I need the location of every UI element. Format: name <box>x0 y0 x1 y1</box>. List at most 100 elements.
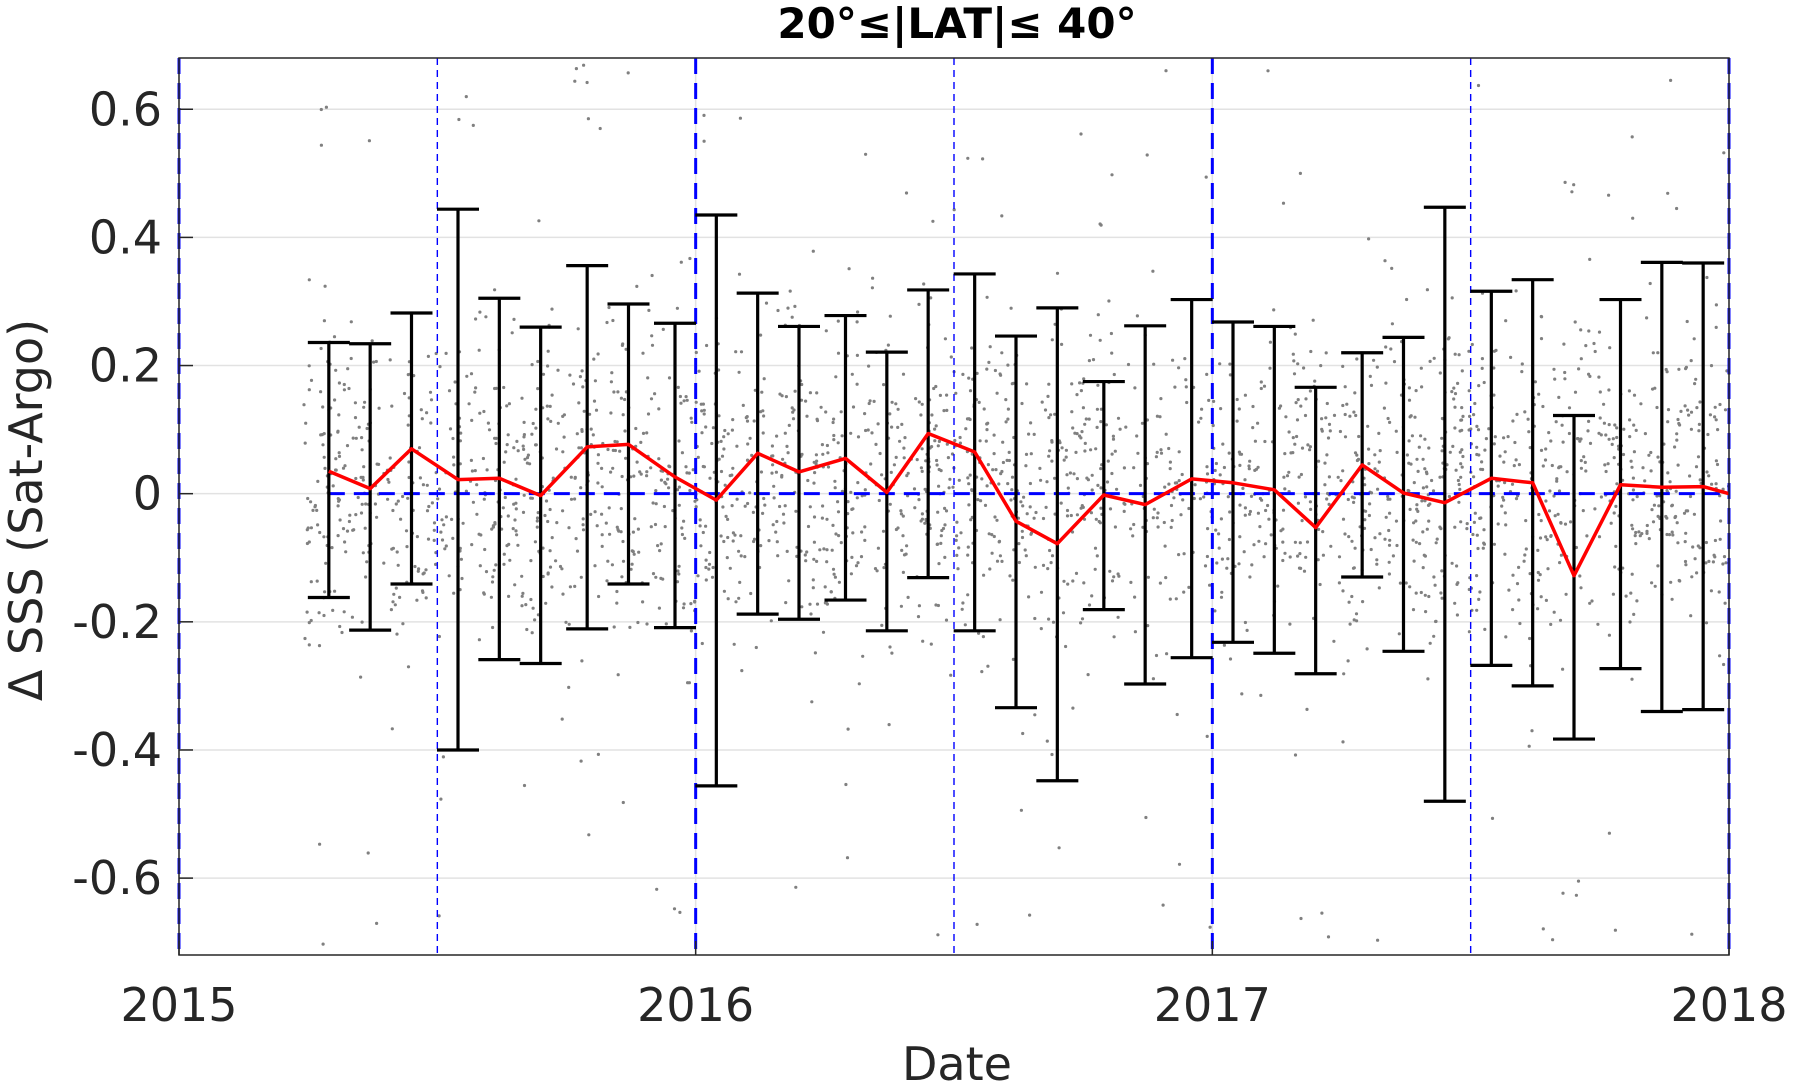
scatter-point <box>575 549 580 553</box>
scatter-point <box>1323 483 1327 487</box>
scatter-point <box>302 403 306 407</box>
scatter-point <box>986 664 990 668</box>
scatter-point <box>323 590 327 594</box>
scatter-point <box>1122 509 1126 513</box>
scatter-point <box>1297 475 1301 479</box>
scatter-point <box>997 539 1002 544</box>
scatter-point <box>514 477 518 481</box>
scatter-point <box>1567 406 1572 410</box>
scatter-point <box>820 516 825 520</box>
scatter-point <box>342 610 346 614</box>
scatter-point <box>548 549 552 553</box>
scatter-point <box>604 521 608 525</box>
scatter-point <box>977 631 981 635</box>
scatter-point <box>1367 513 1371 518</box>
scatter-point <box>581 517 585 521</box>
scatter-point <box>1544 447 1548 451</box>
scatter-point <box>593 379 598 383</box>
scatter-point <box>321 443 325 447</box>
scatter-point <box>1584 469 1588 473</box>
scatter-point <box>341 527 346 531</box>
scatter-point <box>1217 546 1221 550</box>
scatter-point <box>580 369 584 373</box>
scatter-point <box>992 534 996 539</box>
scatter-point <box>825 548 829 552</box>
scatter-point <box>1184 378 1188 382</box>
scatter-point <box>1083 422 1087 426</box>
scatter-point <box>634 426 638 431</box>
scatter-point <box>870 286 875 290</box>
scatter-point <box>1096 483 1100 487</box>
scatter-point <box>1009 306 1013 310</box>
scatter-point <box>1487 427 1491 431</box>
scatter-point <box>574 537 578 541</box>
scatter-point <box>367 139 371 143</box>
scatter-point <box>837 580 842 584</box>
scatter-point <box>646 376 650 380</box>
scatter-point <box>1238 535 1242 539</box>
scatter-point <box>1630 465 1634 469</box>
scatter-point <box>1138 483 1143 487</box>
scatter-point <box>1093 546 1098 550</box>
scatter-point <box>1690 932 1694 936</box>
scatter-point <box>1548 489 1552 493</box>
scatter-point <box>662 504 667 509</box>
scatter-point <box>786 451 790 455</box>
scatter-point <box>470 543 474 547</box>
scatter-point <box>966 545 970 549</box>
scatter-point <box>1473 401 1477 406</box>
scatter-point <box>1292 372 1297 376</box>
scatter-point <box>1277 406 1281 410</box>
scatter-point <box>502 562 506 566</box>
scatter-point <box>1084 417 1088 421</box>
scatter-point <box>375 462 379 466</box>
scatter-point <box>904 191 909 195</box>
scatter-point <box>1423 554 1427 558</box>
scatter-point <box>1243 393 1247 397</box>
mean-series-line <box>328 431 1730 578</box>
scatter-point <box>372 360 376 364</box>
scatter-point <box>1457 482 1461 487</box>
scatter-point <box>1352 566 1356 570</box>
scatter-point <box>1305 540 1310 544</box>
scatter-point <box>696 574 700 578</box>
scatter-point <box>464 95 468 99</box>
scatter-point <box>1033 616 1037 621</box>
scatter-point <box>935 542 939 547</box>
scatter-point <box>656 544 660 548</box>
scatter-point <box>1051 620 1056 624</box>
scatter-point <box>1606 462 1610 466</box>
scatter-point <box>1000 469 1004 474</box>
scatter-point <box>1696 455 1701 459</box>
scatter-point <box>1158 581 1162 585</box>
scatter-point <box>845 856 850 860</box>
scatter-point <box>1635 495 1639 499</box>
scatter-point <box>917 604 922 608</box>
scatter-point <box>1214 461 1218 466</box>
scatter-point <box>880 473 884 477</box>
scatter-point <box>1435 537 1439 541</box>
scatter-point <box>1240 692 1244 696</box>
scatter-point <box>824 410 828 414</box>
scatter-point <box>831 420 835 425</box>
scatter-point <box>831 567 836 571</box>
scatter-point <box>1640 532 1644 536</box>
scatter-point <box>941 526 946 531</box>
scatter-point <box>1490 816 1495 821</box>
scatter-point <box>1465 527 1469 531</box>
scatter-point <box>812 515 817 519</box>
scatter-point <box>1316 558 1320 562</box>
scatter-point <box>306 496 310 501</box>
scatter-point <box>1588 257 1592 261</box>
scatter-point <box>1291 451 1295 455</box>
scatter-point <box>525 456 530 460</box>
scatter-point <box>1387 528 1391 533</box>
scatter-point <box>1460 448 1464 452</box>
scatter-point <box>837 534 841 538</box>
scatter-point <box>1168 597 1172 601</box>
scatter-point <box>1221 442 1225 446</box>
scatter-point <box>1395 543 1399 548</box>
scatter-point <box>1698 400 1702 404</box>
scatter-point <box>1319 364 1323 368</box>
scatter-point <box>1453 426 1457 430</box>
